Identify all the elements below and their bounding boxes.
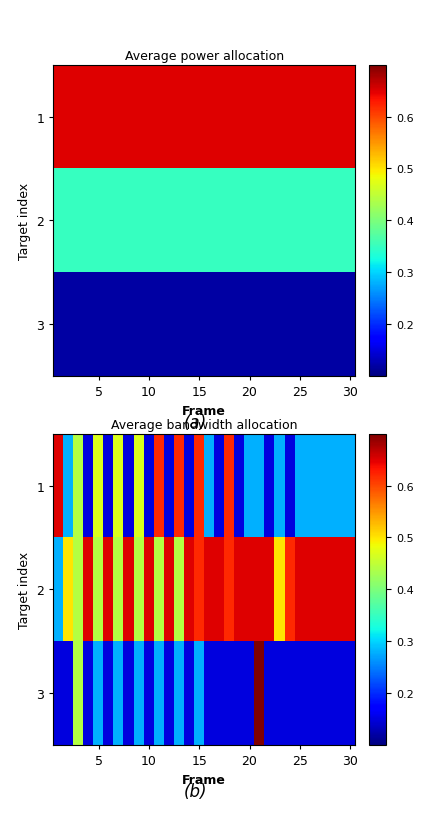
Text: (a): (a) — [184, 414, 207, 432]
Y-axis label: Target index: Target index — [18, 551, 31, 628]
Y-axis label: Target index: Target index — [18, 183, 31, 260]
Text: (b): (b) — [184, 782, 207, 800]
X-axis label: Frame: Frame — [182, 773, 226, 785]
Title: Average power allocation: Average power allocation — [125, 50, 284, 63]
X-axis label: Frame: Frame — [182, 405, 226, 417]
Title: Average bandwidth allocation: Average bandwidth allocation — [111, 419, 297, 432]
